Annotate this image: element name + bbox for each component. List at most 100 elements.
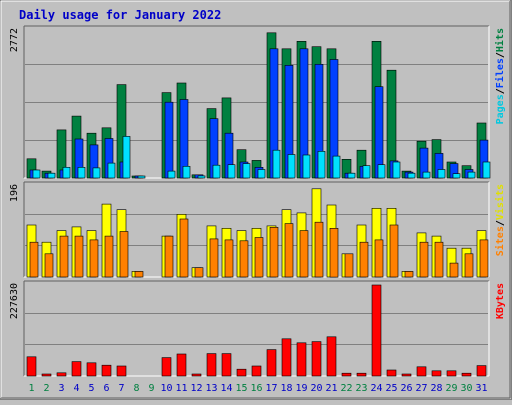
bar-pages-day-31 [482,161,491,179]
chart-panels: 2772Pages/Files/Hits196Sites/Visits22763… [9,25,506,377]
x-tick-label: 15 [235,383,247,394]
bar-sites-day-22 [344,253,354,278]
panel-kbytes: 227630 KBytes [9,280,506,377]
x-tick-label: 4 [73,383,79,394]
x-tick-label: 1 [28,383,34,394]
bar-sites-day-7 [119,231,129,278]
x-tick-label: 16 [250,383,262,394]
x-tick-label: 3 [58,383,64,394]
bar-pages-day-5 [92,167,101,179]
bar-kbytes-day-22 [341,372,352,377]
bar-sites-day-8 [134,271,144,278]
x-axis-labels: 1 2 3 4 5 6 7 8 9 10 11 12 13 14 15 16 17 18 19 20 21 22 23 24 2… [28,383,487,394]
bar-pages-day-16 [257,169,266,179]
bar-kbytes-day-21 [326,336,337,377]
x-tick-label: 17 [265,383,277,394]
bar-pages-day-14 [227,164,236,179]
y-max-label: 2772 [9,28,20,52]
legend-entry: / [495,220,506,226]
bar-kbytes-day-20 [311,341,322,377]
bar-sites-day-1 [29,241,39,278]
x-tick-label: 14 [220,383,232,394]
bar-pages-day-27 [422,171,431,179]
x-tick-label: 13 [205,383,217,394]
bar-pages-day-7 [122,136,131,179]
bar-sites-day-18 [284,223,294,278]
bar-kbytes-day-31 [476,365,487,377]
bar-sites-day-13 [209,238,219,278]
bar-sites-day-30 [464,253,474,278]
x-tick-label: 21 [325,383,337,394]
x-tick-label: 30 [460,383,472,394]
bar-kbytes-day-15 [236,368,247,377]
bar-kbytes-day-27 [416,366,427,377]
x-tick-label: 25 [385,383,397,394]
legend-entry: KBytes [495,283,506,319]
plot-area [24,281,489,376]
bar-sites-day-29 [449,262,459,278]
series-sites [29,218,489,278]
bar-pages-day-22 [347,172,356,179]
series-kbytes [26,284,487,377]
bar-sites-day-12 [194,267,204,278]
bar-kbytes-day-30 [461,372,472,377]
bar-sites-day-20 [314,221,324,278]
chart-title: Daily usage for January 2022 [19,8,221,22]
bar-pages-day-29 [452,173,461,179]
legend-entry: / [495,88,506,94]
bar-sites-day-25 [389,224,399,278]
bar-kbytes-day-13 [206,353,217,377]
x-tick-label: 5 [88,383,94,394]
legend-entry: / [495,52,506,58]
bar-kbytes-day-7 [116,365,127,377]
bar-pages-day-21 [332,155,341,179]
bar-sites-day-5 [89,239,99,278]
x-tick-label: 7 [118,383,124,394]
x-tick-label: 22 [340,383,352,394]
bar-kbytes-day-1 [26,356,37,377]
panel-legend: KBytes [495,283,506,319]
bar-kbytes-day-17 [266,349,277,377]
bar-kbytes-day-6 [101,364,112,377]
y-max-label: 196 [9,184,20,202]
x-tick-label: 20 [310,383,322,394]
x-tick-label: 31 [475,383,487,394]
bar-pages-day-19 [302,154,311,179]
bar-pages-day-6 [107,162,116,179]
y-max-label: 227630 [9,283,20,319]
x-tick-label: 6 [103,383,109,394]
x-tick-label: 26 [400,383,412,394]
bar-pages-day-18 [287,154,296,179]
bar-kbytes-day-14 [221,353,232,377]
bar-sites-day-2 [44,253,54,278]
x-tick-label: 18 [280,383,292,394]
bar-kbytes-day-28 [431,370,442,377]
bar-kbytes-day-12 [191,373,202,377]
bar-kbytes-day-10 [161,357,172,377]
bar-sites-day-27 [419,241,429,278]
x-tick-label: 19 [295,383,307,394]
bar-sites-day-11 [179,218,189,278]
bar-pages-day-10 [167,170,176,179]
legend-entry: Pages [495,94,506,124]
x-tick-label: 24 [370,383,382,394]
bar-pages-day-25 [392,161,401,179]
bar-pages-day-2 [47,172,56,179]
bar-kbytes-day-18 [281,338,292,377]
bar-kbytes-day-24 [371,284,382,377]
panel-visits-sites: 196 Sites/Visits [9,181,506,278]
bar-sites-day-6 [104,235,114,278]
bar-sites-day-24 [374,239,384,278]
bar-kbytes-day-26 [401,373,412,377]
bar-kbytes-day-23 [356,372,367,377]
x-tick-label: 9 [148,383,154,394]
legend-entry: Sites [494,226,506,256]
bar-pages-day-13 [212,164,221,179]
bar-sites-day-17 [269,227,279,278]
x-tick-label: 2 [43,383,49,394]
bar-kbytes-day-29 [446,370,457,377]
bar-kbytes-day-19 [296,342,307,377]
